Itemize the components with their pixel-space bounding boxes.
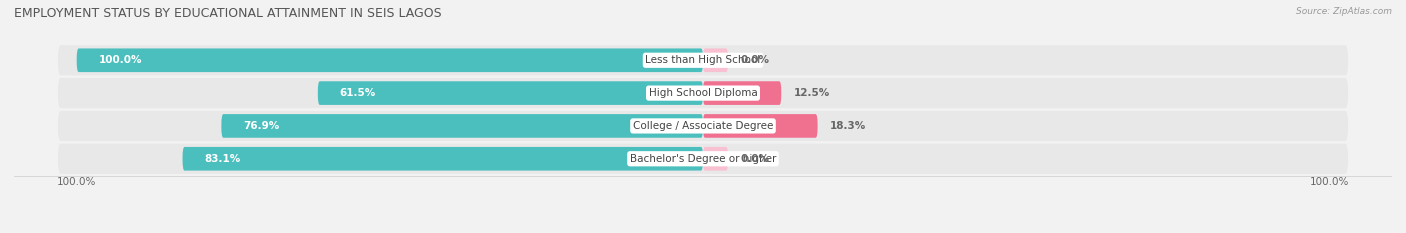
- Text: 12.5%: 12.5%: [794, 88, 830, 98]
- FancyBboxPatch shape: [77, 48, 703, 72]
- FancyBboxPatch shape: [183, 147, 703, 171]
- Text: College / Associate Degree: College / Associate Degree: [633, 121, 773, 131]
- FancyBboxPatch shape: [221, 114, 703, 138]
- FancyBboxPatch shape: [58, 45, 1348, 75]
- FancyBboxPatch shape: [703, 48, 728, 72]
- Text: EMPLOYMENT STATUS BY EDUCATIONAL ATTAINMENT IN SEIS LAGOS: EMPLOYMENT STATUS BY EDUCATIONAL ATTAINM…: [14, 7, 441, 20]
- FancyBboxPatch shape: [58, 144, 1348, 174]
- Text: 100.0%: 100.0%: [1309, 177, 1348, 187]
- Text: Less than High School: Less than High School: [645, 55, 761, 65]
- FancyBboxPatch shape: [703, 81, 782, 105]
- Text: 100.0%: 100.0%: [58, 177, 97, 187]
- Legend: In Labor Force, Unemployed: In Labor Force, Unemployed: [599, 232, 807, 233]
- Text: Bachelor's Degree or higher: Bachelor's Degree or higher: [630, 154, 776, 164]
- Text: Source: ZipAtlas.com: Source: ZipAtlas.com: [1296, 7, 1392, 16]
- FancyBboxPatch shape: [703, 114, 818, 138]
- Text: 0.0%: 0.0%: [741, 154, 769, 164]
- FancyBboxPatch shape: [318, 81, 703, 105]
- Text: 100.0%: 100.0%: [98, 55, 142, 65]
- Text: 18.3%: 18.3%: [830, 121, 866, 131]
- FancyBboxPatch shape: [58, 78, 1348, 108]
- Text: 83.1%: 83.1%: [204, 154, 240, 164]
- FancyBboxPatch shape: [703, 147, 728, 171]
- Text: High School Diploma: High School Diploma: [648, 88, 758, 98]
- FancyBboxPatch shape: [58, 111, 1348, 141]
- Text: 61.5%: 61.5%: [340, 88, 375, 98]
- Text: 76.9%: 76.9%: [243, 121, 280, 131]
- Text: 0.0%: 0.0%: [741, 55, 769, 65]
